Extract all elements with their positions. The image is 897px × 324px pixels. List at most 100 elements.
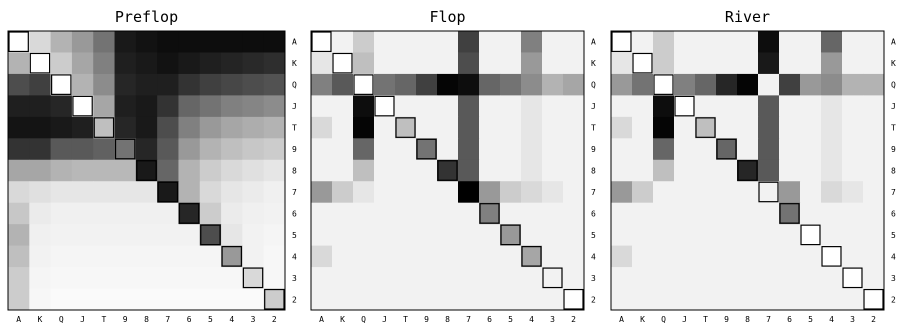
heatmap-cell bbox=[71, 95, 94, 118]
heatmap-cell bbox=[821, 267, 843, 289]
heatmap-cell bbox=[737, 288, 759, 311]
diagonal-marker bbox=[437, 160, 458, 181]
diagonal-marker bbox=[311, 31, 332, 53]
heatmap-cell bbox=[800, 52, 822, 75]
heatmap-panel-0: Preflop A K Q J T 9 8 7 6 5 4 3 2 A K Q J T 9 8 7 6 5 4 3 2 bbox=[7, 8, 297, 324]
heatmap-cell bbox=[863, 31, 885, 53]
heatmap-cell bbox=[674, 224, 696, 247]
heatmap-cell bbox=[737, 95, 759, 118]
heatmap-cell bbox=[242, 202, 265, 225]
heatmap-cell bbox=[242, 116, 265, 139]
heatmap-cell bbox=[93, 202, 115, 225]
heatmap-cell bbox=[29, 245, 52, 268]
heatmap-cell bbox=[263, 95, 286, 118]
diagonal-marker bbox=[674, 95, 695, 117]
heatmap-cell bbox=[821, 73, 843, 96]
heatmap-cell bbox=[695, 95, 717, 118]
heatmap-cell bbox=[437, 159, 459, 182]
heatmap-cell bbox=[93, 267, 115, 289]
heatmap-cell bbox=[353, 245, 375, 268]
heatmap-cell bbox=[93, 138, 115, 161]
heatmap-cell bbox=[479, 52, 501, 75]
heatmap-cell bbox=[695, 31, 717, 53]
heatmap-cell bbox=[458, 224, 480, 247]
heatmap-cell bbox=[800, 159, 822, 182]
heatmap-cell bbox=[458, 138, 480, 161]
row-tick-label: 6 bbox=[292, 209, 297, 218]
heatmap-cell bbox=[332, 31, 354, 53]
heatmap-cell bbox=[716, 138, 738, 161]
heatmap-cell bbox=[332, 95, 354, 118]
heatmap-cell bbox=[135, 52, 158, 75]
heatmap-cell bbox=[135, 288, 158, 311]
col-tick-label: T bbox=[703, 315, 708, 324]
row-tick-label: 8 bbox=[292, 167, 297, 176]
heatmap-cell bbox=[242, 73, 265, 96]
heatmap-cell bbox=[29, 52, 52, 75]
heatmap-cell bbox=[716, 181, 738, 204]
heatmap-cell bbox=[737, 116, 759, 139]
heatmap-cell bbox=[800, 181, 822, 204]
heatmap-cell bbox=[178, 288, 201, 311]
heatmap-cell bbox=[863, 202, 885, 225]
heatmap-cell bbox=[458, 31, 480, 53]
diagonal-marker bbox=[221, 246, 242, 267]
diagonal-marker bbox=[136, 160, 157, 181]
heatmap-cell bbox=[632, 245, 654, 268]
heatmap-cell bbox=[50, 245, 73, 268]
panel-title: Flop bbox=[429, 8, 465, 26]
heatmap-cell bbox=[758, 181, 780, 204]
heatmap-cell bbox=[199, 138, 222, 161]
heatmap-cell bbox=[479, 267, 501, 289]
heatmap-cell bbox=[311, 52, 333, 75]
heatmap-cell bbox=[157, 52, 179, 75]
panel-frame bbox=[310, 30, 585, 311]
heatmap-cell bbox=[758, 202, 780, 225]
heatmap-cell bbox=[332, 181, 354, 204]
row-tick-label: 9 bbox=[591, 145, 596, 154]
heatmap-cell bbox=[199, 267, 222, 289]
heatmap-cell bbox=[863, 267, 885, 289]
heatmap-cell bbox=[821, 245, 843, 268]
heatmap-cell bbox=[563, 73, 585, 96]
heatmap-cell bbox=[563, 138, 585, 161]
col-tick-label: J bbox=[382, 315, 387, 324]
heatmap-cell bbox=[242, 181, 265, 204]
heatmap-cell bbox=[395, 52, 417, 75]
heatmap-cell bbox=[135, 116, 158, 139]
diagonal-marker bbox=[758, 181, 779, 203]
heatmap-cell bbox=[353, 31, 375, 53]
row-tick-label: T bbox=[292, 124, 297, 133]
heatmap-cell bbox=[135, 31, 158, 53]
heatmap-cell bbox=[758, 138, 780, 161]
heatmap-cell bbox=[800, 73, 822, 96]
heatmap-cell bbox=[332, 202, 354, 225]
col-tick-label: 3 bbox=[550, 315, 555, 324]
heatmap-cell bbox=[242, 31, 265, 53]
heatmap-cell bbox=[758, 224, 780, 247]
heatmap-cell bbox=[800, 267, 822, 289]
heatmap-cell bbox=[157, 288, 179, 311]
heatmap-cell bbox=[311, 181, 333, 204]
heatmap-cell bbox=[311, 159, 333, 182]
heatmap-cell bbox=[332, 245, 354, 268]
heatmap-cell bbox=[611, 202, 633, 225]
heatmap-cell bbox=[674, 73, 696, 96]
panel-frame bbox=[7, 30, 286, 311]
heatmap-cell bbox=[157, 95, 179, 118]
heatmap-cell bbox=[93, 95, 115, 118]
heatmap-cell bbox=[737, 181, 759, 204]
heatmap-cell bbox=[821, 224, 843, 247]
col-tick-label: 8 bbox=[745, 315, 750, 324]
heatmap-cell bbox=[458, 52, 480, 75]
heatmap-cell bbox=[521, 202, 543, 225]
row-tick-label: 5 bbox=[292, 231, 297, 240]
heatmap-cell bbox=[221, 181, 243, 204]
diagonal-marker bbox=[863, 288, 884, 310]
heatmap-cell bbox=[611, 95, 633, 118]
heatmap-cell bbox=[353, 52, 375, 75]
row-tick-label: 3 bbox=[591, 274, 596, 283]
col-tick-label: 9 bbox=[724, 315, 729, 324]
col-tick-label: J bbox=[80, 315, 85, 324]
heatmap-cell bbox=[479, 181, 501, 204]
